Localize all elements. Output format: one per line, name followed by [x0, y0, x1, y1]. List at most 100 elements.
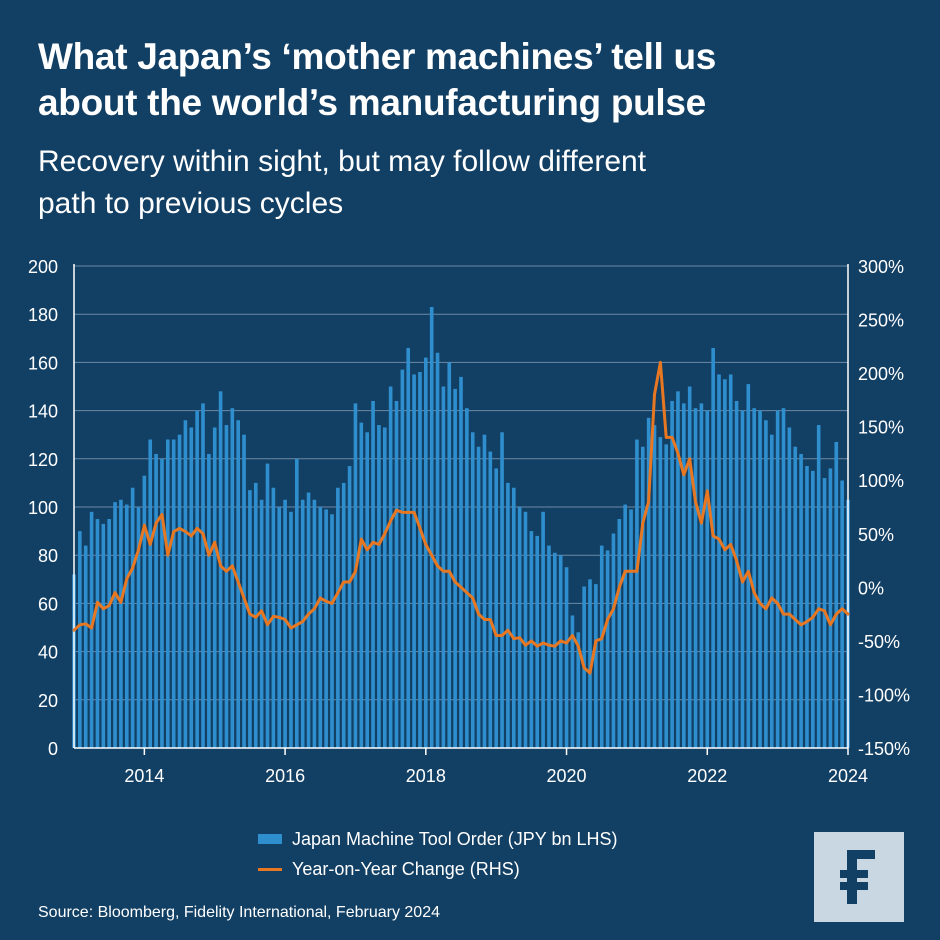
bar — [124, 504, 129, 748]
bar — [769, 434, 774, 748]
bar — [594, 584, 598, 748]
y-left-tick-label: 200 — [28, 257, 58, 277]
y-left-tick-label: 100 — [28, 498, 58, 518]
bar — [787, 427, 792, 748]
bar — [136, 507, 141, 748]
legend-item-bars: Japan Machine Tool Order (JPY bn LHS) — [258, 824, 618, 854]
bar — [424, 357, 428, 748]
y-right-tick-label: -100% — [858, 685, 910, 705]
bar — [259, 499, 264, 748]
legend-label-line: Year-on-Year Change (RHS) — [292, 859, 520, 879]
bar — [564, 567, 569, 748]
bar — [723, 379, 727, 748]
bar — [336, 487, 340, 748]
bar — [640, 446, 645, 748]
bar — [658, 437, 663, 748]
bar — [517, 507, 522, 748]
y-right-tick-label: 0% — [858, 578, 884, 598]
bar — [687, 386, 692, 748]
bar — [734, 400, 739, 748]
bar — [705, 410, 710, 748]
bar — [166, 439, 170, 748]
bar — [682, 403, 686, 748]
bar — [78, 531, 82, 748]
fidelity-f-logo-icon — [840, 850, 875, 904]
bar — [775, 410, 780, 748]
bar — [623, 504, 627, 748]
bar — [195, 410, 199, 748]
bar — [306, 492, 311, 748]
bar — [652, 425, 657, 748]
bar — [664, 444, 669, 748]
y-right-tick-label: -150% — [858, 739, 910, 759]
bar — [183, 420, 188, 748]
bar — [758, 410, 762, 748]
chart-title-line-1: What Japan’s ‘mother machines’ tell us — [38, 36, 717, 77]
y-left-tick-label: 160 — [28, 353, 58, 373]
bar — [218, 391, 223, 748]
bar — [816, 425, 821, 748]
bar — [353, 403, 358, 748]
bar — [212, 427, 217, 748]
legend-swatch-line — [258, 867, 282, 871]
chart-title-line-2: about the world’s manufacturing pulse — [38, 82, 706, 123]
bar — [488, 451, 493, 748]
bar — [617, 519, 622, 748]
chart-subtitle-line-2: path to previous cycles — [38, 187, 344, 220]
x-tick-label: 2016 — [265, 766, 305, 786]
bar — [341, 482, 346, 748]
x-tick-label: 2022 — [687, 766, 727, 786]
bar — [547, 545, 551, 748]
bar — [119, 499, 123, 748]
bar — [711, 347, 715, 748]
bar — [248, 490, 252, 748]
bar — [506, 482, 510, 748]
bar — [805, 466, 809, 748]
source-note: Source: Bloomberg, Fidelity Internationa… — [38, 904, 440, 921]
bar — [289, 511, 293, 748]
chart-legend: Japan Machine Tool Order (JPY bn LHS) Ye… — [258, 824, 618, 884]
y-right-tick-label: 250% — [858, 311, 904, 331]
bar — [629, 509, 633, 748]
bar — [318, 507, 323, 748]
bar — [224, 425, 229, 748]
bar — [728, 374, 733, 748]
bar — [242, 434, 246, 748]
chart-subtitle: Recovery within sight, but may follow di… — [38, 141, 898, 225]
bar — [811, 470, 815, 748]
bar — [465, 408, 469, 748]
y-left-tick-label: 60 — [38, 594, 58, 614]
bar — [107, 519, 111, 748]
bar — [201, 403, 205, 748]
bar — [365, 432, 369, 748]
bar — [599, 545, 604, 748]
bar — [83, 545, 88, 748]
y-left-tick-label: 140 — [28, 402, 58, 422]
bar — [670, 400, 674, 748]
bar — [300, 499, 305, 748]
bar — [799, 453, 803, 748]
x-tick-label: 2014 — [124, 766, 164, 786]
y-right-tick-label: -50% — [858, 632, 900, 652]
bar — [230, 408, 235, 748]
bar — [764, 420, 768, 748]
y-left-tick-label: 120 — [28, 450, 58, 470]
bar — [113, 502, 117, 748]
bar — [418, 372, 422, 748]
bar — [459, 376, 463, 748]
bar — [447, 362, 452, 748]
bar — [177, 434, 182, 748]
y-right-tick-label: 200% — [858, 364, 904, 384]
bar — [470, 432, 475, 748]
bar — [382, 427, 387, 748]
bar — [130, 487, 135, 748]
bar — [576, 632, 581, 748]
bar — [207, 453, 211, 748]
bar — [781, 408, 786, 748]
bar — [646, 417, 651, 748]
bar — [95, 519, 100, 748]
bar — [676, 391, 680, 748]
chart-subtitle-line-1: Recovery within sight, but may follow di… — [38, 145, 647, 178]
bar — [277, 507, 282, 748]
x-tick-label: 2020 — [547, 766, 587, 786]
